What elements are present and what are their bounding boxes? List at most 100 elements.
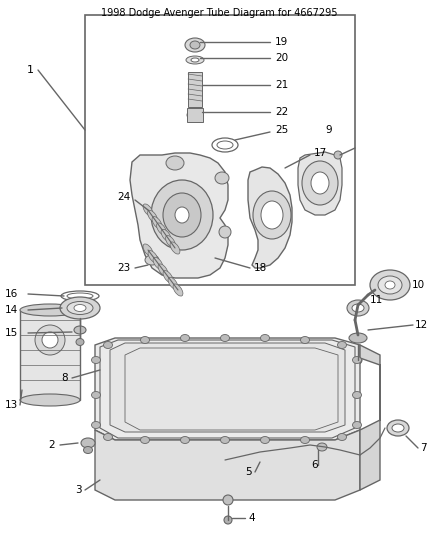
Ellipse shape xyxy=(300,437,310,443)
Text: 12: 12 xyxy=(415,320,428,330)
Text: 6: 6 xyxy=(311,460,318,470)
Ellipse shape xyxy=(84,447,92,454)
Text: 19: 19 xyxy=(275,37,288,47)
Text: 21: 21 xyxy=(275,80,288,90)
Polygon shape xyxy=(130,153,228,278)
Text: 18: 18 xyxy=(254,263,267,273)
Ellipse shape xyxy=(220,335,230,342)
Ellipse shape xyxy=(166,236,176,248)
Text: 9: 9 xyxy=(325,125,332,135)
Ellipse shape xyxy=(161,229,171,241)
Text: 24: 24 xyxy=(117,192,130,202)
Text: 8: 8 xyxy=(61,373,68,383)
Ellipse shape xyxy=(67,302,93,314)
Ellipse shape xyxy=(180,335,190,342)
Ellipse shape xyxy=(353,392,361,399)
Text: 25: 25 xyxy=(275,125,288,135)
Ellipse shape xyxy=(186,56,204,64)
Ellipse shape xyxy=(175,207,189,223)
Ellipse shape xyxy=(148,210,157,222)
Text: 2: 2 xyxy=(48,440,55,450)
Ellipse shape xyxy=(191,58,199,62)
Ellipse shape xyxy=(354,356,362,364)
Ellipse shape xyxy=(92,422,100,429)
Ellipse shape xyxy=(145,255,159,265)
Ellipse shape xyxy=(42,332,58,348)
Text: 11: 11 xyxy=(370,295,383,305)
Ellipse shape xyxy=(353,422,361,429)
Text: 13: 13 xyxy=(5,400,18,410)
Ellipse shape xyxy=(261,201,283,229)
Ellipse shape xyxy=(74,304,86,311)
Ellipse shape xyxy=(81,438,95,448)
Ellipse shape xyxy=(92,392,100,399)
Ellipse shape xyxy=(353,357,361,364)
Polygon shape xyxy=(298,152,342,215)
Ellipse shape xyxy=(156,223,166,235)
Ellipse shape xyxy=(185,38,205,52)
Ellipse shape xyxy=(180,437,190,443)
Ellipse shape xyxy=(20,304,80,316)
Ellipse shape xyxy=(352,304,364,312)
Bar xyxy=(188,72,202,107)
Text: 16: 16 xyxy=(5,289,18,299)
Ellipse shape xyxy=(35,325,65,355)
Text: 20: 20 xyxy=(275,53,288,63)
Text: 15: 15 xyxy=(5,328,18,338)
Text: 10: 10 xyxy=(412,280,425,290)
Ellipse shape xyxy=(92,357,100,364)
Ellipse shape xyxy=(103,433,113,440)
Ellipse shape xyxy=(219,226,231,238)
Ellipse shape xyxy=(317,443,327,451)
Ellipse shape xyxy=(378,276,402,294)
Ellipse shape xyxy=(261,335,269,342)
Ellipse shape xyxy=(392,424,404,432)
Polygon shape xyxy=(248,167,292,268)
Text: 3: 3 xyxy=(75,485,82,495)
Ellipse shape xyxy=(187,110,203,120)
Ellipse shape xyxy=(166,156,184,170)
Ellipse shape xyxy=(334,151,342,159)
Text: 22: 22 xyxy=(275,107,288,117)
Ellipse shape xyxy=(349,333,367,343)
Ellipse shape xyxy=(152,216,162,229)
Ellipse shape xyxy=(141,437,149,443)
Ellipse shape xyxy=(347,300,369,316)
Ellipse shape xyxy=(253,191,291,239)
Ellipse shape xyxy=(385,281,395,289)
Ellipse shape xyxy=(311,172,329,194)
Ellipse shape xyxy=(223,495,233,505)
Ellipse shape xyxy=(224,516,232,524)
Bar xyxy=(20,310,80,400)
Text: 5: 5 xyxy=(245,467,252,477)
Ellipse shape xyxy=(163,271,173,282)
Text: 23: 23 xyxy=(117,263,130,273)
Ellipse shape xyxy=(76,338,84,345)
Ellipse shape xyxy=(387,420,409,436)
Ellipse shape xyxy=(163,193,201,237)
Polygon shape xyxy=(95,430,360,500)
Ellipse shape xyxy=(220,437,230,443)
Ellipse shape xyxy=(20,394,80,406)
Polygon shape xyxy=(360,345,380,490)
Ellipse shape xyxy=(168,277,178,289)
Bar xyxy=(187,108,203,122)
Ellipse shape xyxy=(143,244,153,256)
Ellipse shape xyxy=(143,204,153,216)
Ellipse shape xyxy=(217,141,233,149)
Text: 4: 4 xyxy=(248,513,254,523)
Ellipse shape xyxy=(170,242,180,254)
Ellipse shape xyxy=(302,161,338,205)
Polygon shape xyxy=(95,338,360,440)
Ellipse shape xyxy=(148,251,158,263)
Ellipse shape xyxy=(67,293,93,299)
Polygon shape xyxy=(110,343,345,432)
Ellipse shape xyxy=(190,41,200,49)
Text: 17: 17 xyxy=(314,148,327,158)
Ellipse shape xyxy=(338,342,346,349)
Ellipse shape xyxy=(338,433,346,440)
Ellipse shape xyxy=(151,180,213,250)
Ellipse shape xyxy=(153,257,163,269)
Ellipse shape xyxy=(103,342,113,349)
Ellipse shape xyxy=(60,297,100,319)
